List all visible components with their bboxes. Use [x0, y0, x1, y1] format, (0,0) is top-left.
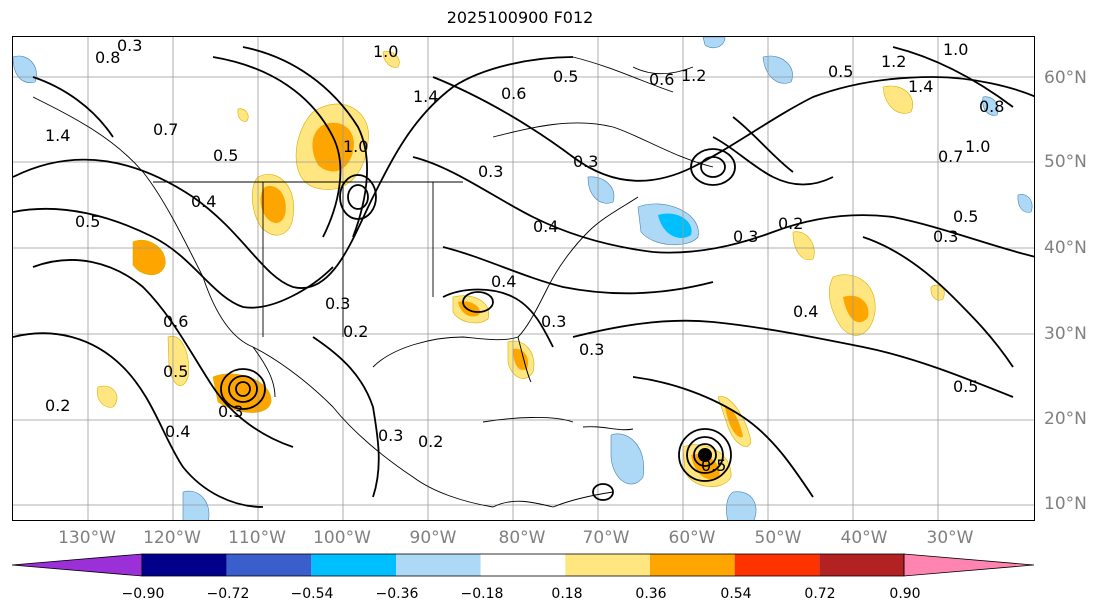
lat-label: 20°N	[1044, 409, 1087, 429]
contour-label: 0.3	[541, 312, 566, 331]
colorbar-segment	[819, 554, 904, 576]
contour-labels: 0.3 0.8 0.6 0.7 1.4 1.0 0.5 0.5 0.4 1.0 …	[45, 37, 1004, 475]
contour-label: 0.3	[933, 227, 958, 246]
contour-label: 0.3	[325, 294, 350, 313]
contour-label: 0.5	[828, 62, 853, 81]
contour-label: 0.4	[491, 272, 516, 291]
contour-label: 0.3	[478, 162, 503, 181]
colorbar-segment	[396, 554, 481, 576]
contour-label: 1.4	[45, 126, 70, 145]
contour-lines	[13, 46, 1034, 508]
colorbar-tick: −0.36	[375, 586, 419, 602]
colorbar-tick: −0.90	[121, 586, 165, 602]
lon-label: 60°W	[668, 528, 716, 548]
colorbar-tick: 0.54	[720, 586, 752, 602]
contour-label: 0.3	[117, 37, 142, 55]
contour-label: 0.4	[533, 217, 558, 236]
contour-label: 0.3	[218, 402, 243, 421]
lon-label: 30°W	[926, 528, 974, 548]
contour-label: 1.0	[343, 137, 368, 156]
contour-label: 0.4	[165, 422, 190, 441]
contour-label: 0.3	[573, 152, 598, 171]
lat-label: 40°N	[1044, 238, 1087, 258]
colorbar-segment	[226, 554, 312, 576]
contour-label: 0.7	[153, 120, 178, 139]
contour-label: 0.5	[163, 362, 188, 381]
contour-label: 0.8	[979, 97, 1004, 116]
contour-label: 1.4	[413, 87, 438, 106]
lat-label: 30°N	[1044, 324, 1087, 344]
lat-label: 60°N	[1044, 68, 1087, 88]
colorbar-segment	[142, 554, 227, 576]
contour-label: 0.5	[701, 456, 726, 475]
contour-label: 0.2	[778, 214, 803, 233]
coastlines	[32, 56, 714, 508]
map-panel: 0.3 0.8 0.6 0.7 1.4 1.0 0.5 0.5 0.4 1.0 …	[12, 36, 1035, 521]
colorbar-tick: 0.18	[551, 586, 583, 602]
lon-label: 120°W	[143, 528, 201, 548]
contour-label: 0.5	[213, 146, 238, 165]
colorbar-tick: 0.36	[635, 586, 667, 602]
lon-label: 130°W	[58, 528, 116, 548]
contour-label: 0.5	[75, 212, 100, 231]
colorbar-outline	[141, 553, 905, 577]
colorbar-extend-low	[11, 553, 143, 577]
lon-label: 110°W	[228, 528, 286, 548]
colorbar-segment	[480, 554, 566, 576]
contour-label: 0.6	[501, 84, 526, 103]
colorbar-tick: −0.72	[206, 586, 250, 602]
anomaly-shading	[13, 37, 1033, 520]
lon-label: 50°W	[754, 528, 802, 548]
contour-label: 0.4	[793, 302, 818, 321]
colorbar-segment	[734, 554, 820, 576]
lat-label: 50°N	[1044, 152, 1087, 172]
lat-label: 10°N	[1044, 494, 1087, 514]
contour-label: 0.4	[191, 192, 216, 211]
storm-center	[698, 448, 712, 462]
colorbar-extend-high	[903, 553, 1035, 577]
contour-label: 0.6	[163, 312, 188, 331]
colorbar-segment	[650, 554, 735, 576]
contour-label: 0.2	[418, 432, 443, 451]
colorbar-tick: 0.90	[889, 586, 921, 602]
lon-label: 70°W	[582, 528, 630, 548]
contour-label: 0.6	[649, 70, 674, 89]
contour-label: 0.3	[733, 227, 758, 246]
contour-label: 1.2	[681, 66, 706, 85]
contour-label: 0.2	[343, 322, 368, 341]
contour-label: 0.5	[553, 67, 578, 86]
colorbar-tick: −0.54	[290, 586, 334, 602]
contour-label: 0.5	[953, 207, 978, 226]
contour-label: 0.2	[45, 396, 70, 415]
lon-label: 80°W	[498, 528, 546, 548]
colorbar-segment	[311, 554, 396, 576]
map-title: 2025100900 F012	[446, 8, 594, 27]
contour-label: 1.0	[373, 42, 398, 61]
contour-label: 0.7	[938, 147, 963, 166]
contour-label: 0.5	[953, 377, 978, 396]
contour-label: 1.4	[908, 77, 933, 96]
contour-label: 0.8	[95, 48, 120, 67]
lon-label: 100°W	[313, 528, 371, 548]
graticule	[13, 37, 1034, 520]
colorbar	[11, 553, 1035, 577]
lon-label: 40°W	[840, 528, 888, 548]
contour-label: 0.3	[378, 426, 403, 445]
map-canvas: 0.3 0.8 0.6 0.7 1.4 1.0 0.5 0.5 0.4 1.0 …	[13, 37, 1034, 520]
colorbar-tick: −0.18	[460, 586, 504, 602]
colorbar-tick: 0.72	[804, 586, 836, 602]
colorbar-segment	[565, 554, 650, 576]
contour-label: 1.0	[965, 137, 990, 156]
contour-label: 1.0	[943, 40, 968, 59]
lon-label: 90°W	[409, 528, 457, 548]
contour-label: 0.3	[579, 340, 604, 359]
contour-label: 1.2	[881, 52, 906, 71]
